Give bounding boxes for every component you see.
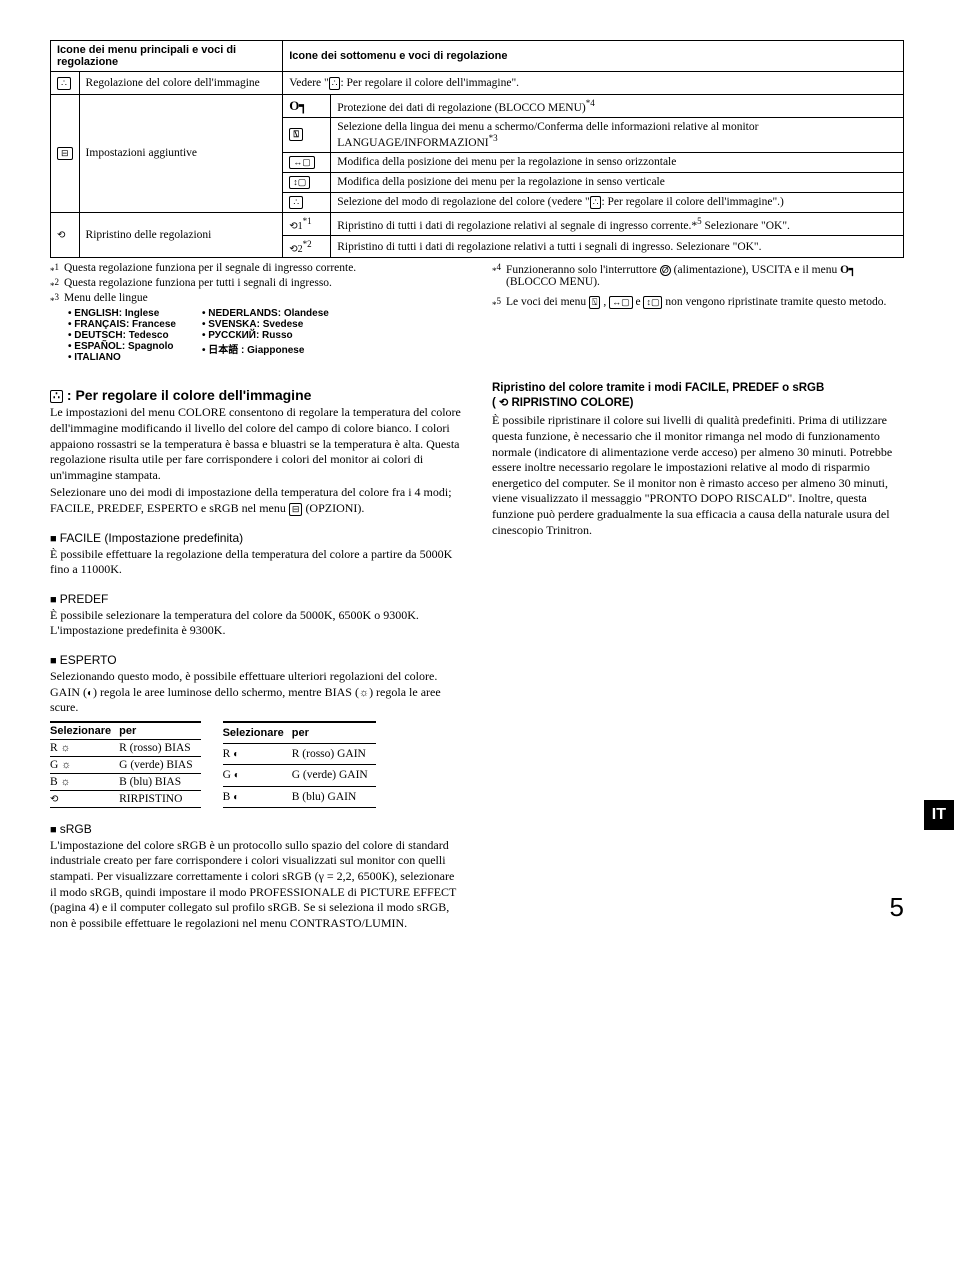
fn5: Le voci dei menu ⍂ , ↔▢ e ↕▢ non vengono… [506,296,886,310]
predef-title: PREDEF [50,592,462,606]
reset2-icon: ⟲2*2 [283,235,331,258]
sub-icon-lang: ⍂ [283,118,331,153]
right-text: È possibile ripristinare il colore sui l… [492,413,904,538]
sub-icon-color: ∴ [283,192,331,212]
sub-icon-v: ↕▢ [283,172,331,192]
sub-icon-h: ↔▢ [283,152,331,172]
th-left: Icone dei menu principali e voci di rego… [51,41,283,72]
sub-icon-lock: O┑ [283,95,331,118]
footnotes: *1Questa regolazione funziona per il seg… [50,262,904,363]
gain-table: Selezionareper R ◐R (rosso) GAIN G ◐G (v… [223,721,376,808]
page-number: 5 [890,892,904,923]
language-tab: IT [924,800,954,830]
sub-text-5: Selezione del modo di regolazione del co… [331,192,904,212]
fn2: Questa regolazione funziona per tutti i … [64,277,332,291]
intro1: Le impostazioni del menu COLORE consento… [50,405,462,483]
fn4: Funzioneranno solo l'interruttore ⵁ (ali… [506,262,904,288]
row1-label: Regolazione del colore dell'immagine [79,72,283,95]
row1-icon: ∴ [51,72,80,95]
fn1: Questa regolazione funziona per il segna… [64,262,356,276]
srgb-title: sRGB [50,822,462,836]
row3-label: Ripristino delle regolazioni [79,212,283,258]
row2-icon: ⊟ [51,95,80,213]
esperto-text: Selezionando questo modo, è possibile ef… [50,669,462,716]
language-list: ENGLISH: Inglese FRANÇAIS: Francese DEUT… [68,308,462,363]
right-column: Ripristino del colore tramite i modi FAC… [492,381,904,933]
predef-text: È possibile selezionare la temperatura d… [50,608,462,639]
fn3: Menu delle lingue [64,292,148,306]
row2-label: Impostazioni aggiuntive [79,95,283,213]
right-title: Ripristino del colore tramite i modi FAC… [492,381,904,411]
row3-icon: ⟲ [51,212,80,258]
reset1-text: Ripristino di tutti i dati di regolazion… [331,212,904,235]
sub-text-1: Protezione dei dati di regolazione (BLOC… [331,95,904,118]
facile-title: FACILE (Impostazione predefinita) [50,531,462,545]
reset2-text: Ripristino di tutti i dati di regolazion… [331,235,904,258]
sub-text-2: Selezione della lingua dei menu a scherm… [331,118,904,153]
sub-text-3: Modifica della posizione dei menu per la… [331,152,904,172]
menu-table: Icone dei menu principali e voci di rego… [50,40,904,258]
intro2: Selezionare uno dei modi di impostazione… [50,485,462,516]
facile-text: È possibile effettuare la regolazione de… [50,547,462,578]
row1-sub: Vedere "∴: Per regolare il colore dell'i… [283,72,904,95]
srgb-text: L'impostazione del colore sRGB è un prot… [50,838,462,932]
reset1-icon: ⟲1*1 [283,212,331,235]
th-right: Icone dei sottomenu e voci di regolazion… [283,41,904,72]
section-title: ∴ : Per regolare il colore dell'immagine [50,387,462,403]
left-column: ∴ : Per regolare il colore dell'immagine… [50,381,462,933]
bias-table: Selezionareper R ☼R (rosso) BIAS G ☼G (v… [50,721,201,808]
esperto-title: ESPERTO [50,653,462,667]
sub-text-4: Modifica della posizione dei menu per la… [331,172,904,192]
